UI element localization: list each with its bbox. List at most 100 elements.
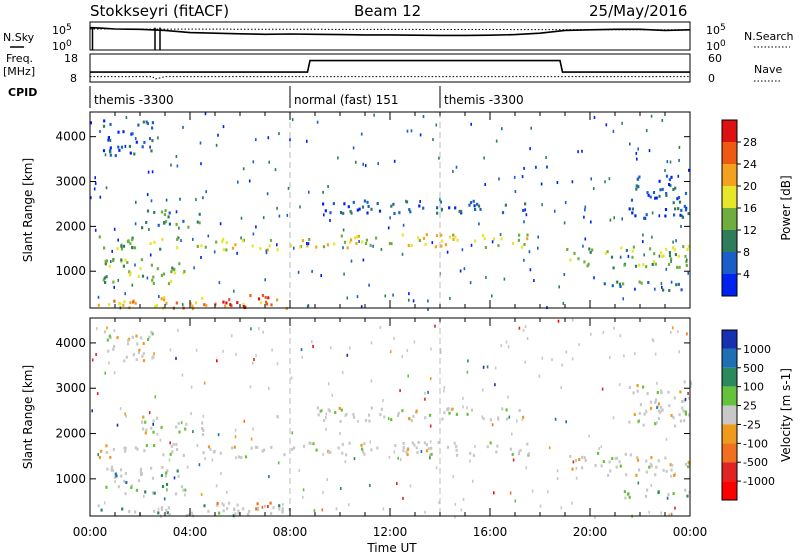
heatmap-cell <box>338 406 341 410</box>
heatmap-speckle <box>143 495 145 498</box>
panel-frame <box>89 317 691 517</box>
heatmap-cell <box>153 491 156 495</box>
heatmap-speckle <box>373 113 375 117</box>
heatmap-speckle <box>598 447 600 451</box>
heatmap-cell <box>229 303 232 307</box>
heatmap-cell <box>263 448 266 452</box>
heatmap-cell <box>439 200 442 204</box>
heatmap-cell <box>129 271 132 275</box>
heatmap-speckle <box>431 241 434 245</box>
heatmap-speckle <box>95 353 97 356</box>
heatmap-speckle <box>312 345 314 348</box>
heatmap-cell <box>180 485 184 489</box>
heatmap-cell <box>681 406 684 410</box>
heatmap-speckle <box>311 269 313 273</box>
heatmap-cell <box>224 304 227 308</box>
heatmap-cell <box>635 184 638 188</box>
colorbar-swatch <box>722 186 737 208</box>
heatmap-cell <box>161 237 164 241</box>
heatmap-speckle <box>297 270 300 274</box>
heatmap-cell <box>341 442 344 446</box>
heatmap-cell <box>97 303 100 307</box>
cpid-segment-label: themis -3300 <box>444 93 524 107</box>
heatmap-speckle <box>134 137 137 140</box>
heatmap-cell <box>244 455 248 459</box>
heatmap-speckle <box>346 353 349 357</box>
heatmap-speckle <box>266 192 269 196</box>
heatmap-speckle <box>523 166 525 170</box>
heatmap-cell <box>234 243 237 247</box>
heatmap-cell <box>234 512 237 516</box>
heatmap-cell <box>455 453 459 457</box>
heatmap-speckle <box>402 496 404 500</box>
heatmap-cell <box>123 479 126 483</box>
heatmap-speckle <box>675 239 677 243</box>
heatmap-speckle <box>165 198 168 202</box>
heatmap-cell <box>657 402 661 406</box>
heatmap-cell <box>144 490 147 494</box>
heatmap-cell <box>606 250 609 254</box>
heatmap-cell <box>130 486 133 490</box>
heatmap-cell <box>368 419 371 423</box>
heatmap-cell <box>261 449 264 453</box>
heatmap-cell <box>131 238 134 242</box>
heatmap-cell <box>361 205 365 209</box>
heatmap-cell <box>103 119 106 123</box>
heatmap-cell <box>128 144 131 148</box>
heatmap-cell <box>375 236 378 240</box>
heatmap-cell <box>379 413 382 417</box>
heatmap-cell <box>455 448 458 452</box>
heatmap-speckle <box>594 516 596 519</box>
heatmap-cell <box>131 335 134 339</box>
heatmap-speckle <box>535 165 537 169</box>
heatmap-speckle <box>249 385 252 389</box>
heatmap-speckle <box>545 156 547 159</box>
heatmap-cell <box>609 469 612 473</box>
heatmap-speckle <box>557 319 560 323</box>
heatmap-cell <box>175 442 178 446</box>
heatmap-cell <box>173 271 176 275</box>
heatmap-cell <box>122 264 125 268</box>
heatmap-cell <box>505 408 508 412</box>
heatmap-speckle <box>226 490 228 494</box>
heatmap-cell <box>154 304 157 308</box>
heatmap-speckle <box>581 149 583 153</box>
heatmap-cell <box>298 245 302 249</box>
heatmap-speckle <box>443 389 445 393</box>
heatmap-cell <box>140 473 143 477</box>
heatmap-cell <box>684 462 687 466</box>
heatmap-cell <box>141 274 145 278</box>
heatmap-speckle <box>264 278 266 282</box>
heatmap-cell <box>436 211 439 215</box>
heatmap-speckle <box>427 390 429 394</box>
heatmap-speckle <box>350 259 353 263</box>
heatmap-speckle <box>491 423 494 427</box>
heatmap-cell <box>145 221 148 224</box>
heatmap-cell <box>132 353 135 357</box>
heatmap-cell <box>105 259 108 263</box>
heatmap-speckle <box>108 361 110 365</box>
heatmap-speckle <box>571 357 574 361</box>
heatmap-speckle <box>360 132 363 136</box>
heatmap-cell <box>619 464 622 468</box>
heatmap-speckle <box>645 129 648 132</box>
heatmap-cell <box>518 408 521 412</box>
heatmap-cell <box>175 301 178 305</box>
heatmap-cell <box>677 254 680 258</box>
heatmap-speckle <box>90 196 92 200</box>
heatmap-speckle <box>428 453 431 457</box>
heatmap-cell <box>424 242 427 246</box>
heatmap-cell <box>654 422 657 426</box>
heatmap-cell <box>611 284 614 288</box>
heatmap-speckle <box>217 133 219 137</box>
heatmap-speckle <box>97 295 100 299</box>
heatmap-cell <box>668 404 671 408</box>
heatmap-cell <box>479 207 482 211</box>
heatmap-cell <box>365 238 368 242</box>
heatmap-cell <box>173 267 176 271</box>
heatmap-cell <box>670 257 673 261</box>
heatmap-speckle <box>253 358 255 361</box>
heatmap-speckle <box>355 160 357 164</box>
heatmap-speckle <box>541 356 544 360</box>
